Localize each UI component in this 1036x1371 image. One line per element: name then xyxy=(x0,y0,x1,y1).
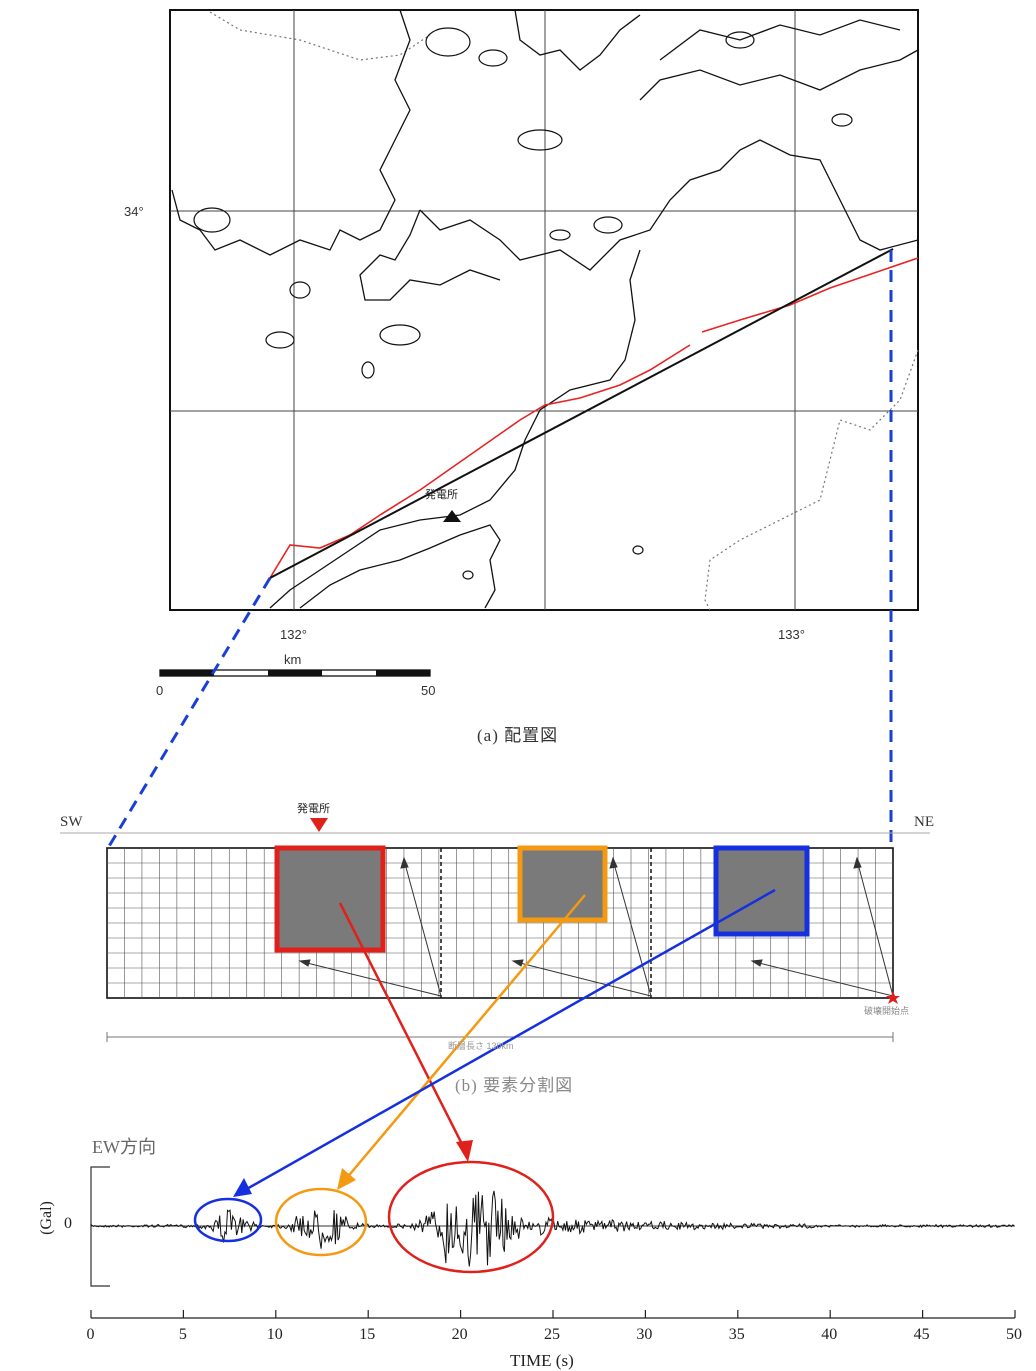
fault-model-line xyxy=(269,248,894,579)
active-fault-trace-east xyxy=(701,257,919,333)
map-caption: (a) 配置図 xyxy=(477,726,559,745)
x-axis-label: TIME (s) xyxy=(510,1351,574,1370)
waveform-plot xyxy=(90,1160,1016,1319)
rupture-start-star xyxy=(886,991,900,1004)
active-fault-trace xyxy=(269,344,691,579)
x-tick-label: 30 xyxy=(636,1326,653,1343)
y-zero-label: 0 xyxy=(64,1215,72,1232)
x-tick-label: 0 xyxy=(86,1326,95,1343)
rupture-start-label: 破壊開始点 xyxy=(864,1006,910,1016)
coastlines xyxy=(171,9,919,609)
phase-ellipse-orange xyxy=(274,1187,368,1257)
scale-end-label: 50 xyxy=(421,683,436,698)
asperity-1 xyxy=(274,845,386,953)
x-tick-label: 40 xyxy=(821,1326,838,1343)
x-tick-label: 15 xyxy=(359,1326,376,1343)
ne-label: NE xyxy=(914,814,934,830)
length-dimension xyxy=(106,1032,894,1042)
x-tick-label: 25 xyxy=(544,1326,560,1343)
islands xyxy=(193,27,853,580)
longitude-label-132: 132° xyxy=(280,627,307,642)
asperity-to-wave-arrows xyxy=(233,888,776,1197)
power-station-marker xyxy=(443,510,461,522)
section-station-label: 発電所 xyxy=(297,803,330,815)
connector-lines xyxy=(106,250,893,849)
x-tick-label: 5 xyxy=(178,1326,187,1343)
fault-length-label: 断層長さ 130km xyxy=(448,1041,514,1051)
waveform-trace xyxy=(90,1190,1015,1267)
map-scale-bar xyxy=(159,669,431,677)
component-label: EW方向 xyxy=(92,1137,156,1157)
x-tick-label: 20 xyxy=(451,1326,468,1343)
power-station-label: 発電所 xyxy=(425,489,458,501)
map-graticule xyxy=(170,10,918,610)
scale-unit-label: km xyxy=(284,652,302,667)
longitude-label-133: 133° xyxy=(778,627,805,642)
x-tick-label: 10 xyxy=(266,1326,283,1343)
fault-element-grid xyxy=(60,818,930,1042)
map-frame xyxy=(169,9,919,611)
x-tick-label: 50 xyxy=(1006,1326,1022,1343)
x-tick-label: 35 xyxy=(728,1326,745,1343)
section-caption: (b) 要素分割図 xyxy=(455,1076,574,1095)
latitude-label: 34° xyxy=(124,204,144,219)
location-map xyxy=(169,9,919,611)
sw-label: SW xyxy=(60,814,83,830)
asperity-2 xyxy=(517,845,608,923)
phase-ellipse-red xyxy=(387,1160,555,1274)
scale-start-label: 0 xyxy=(156,683,164,698)
x-tick-label: 45 xyxy=(913,1326,930,1343)
rupture-arrows xyxy=(298,856,894,997)
y-axis-label: (Gal) xyxy=(37,1201,55,1235)
asperity-3 xyxy=(713,845,810,937)
phase-ellipse-blue xyxy=(193,1197,263,1243)
station-marker-section xyxy=(310,818,328,832)
